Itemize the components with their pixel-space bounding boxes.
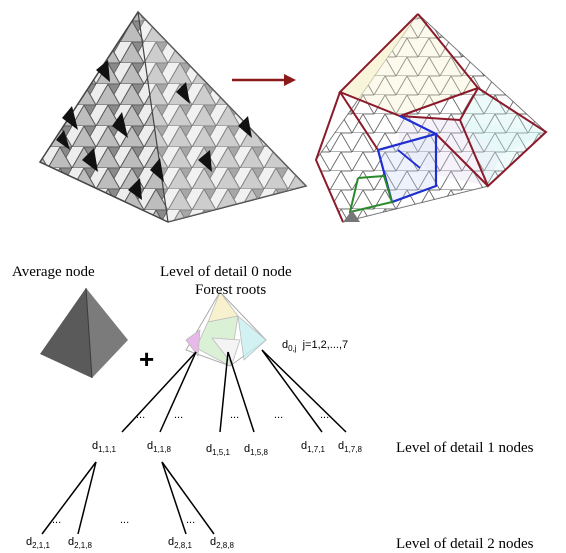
lod1-node-label: d1,1,8 [147,440,171,454]
lod1-node-label: d1,5,1 [206,443,230,457]
lod2-ellipsis-1: ... [52,514,61,526]
lod1-node-label: d1,1,1 [92,440,116,454]
lod0-title-line2: Forest roots [195,282,266,298]
lod2-node-label: d2,1,1 [26,536,50,550]
lod1-ellipsis-1: ... [136,409,145,421]
lod1-ellipsis-5: ... [320,409,329,421]
detailed-tetrahedron [38,10,308,223]
lod2-node-label: d2,8,1 [168,536,192,550]
average-node-tetrahedron [40,287,128,379]
lod1-node-label: d1,7,8 [338,440,362,454]
lod1-ellipsis-2: ... [174,409,183,421]
average-node-label: Average node [12,264,95,280]
lod2-ellipsis-3: ... [186,514,195,526]
forest-roots-tetrahedron [185,291,267,367]
lod1-to-lod2-edges [41,461,215,535]
lod0-title-line1: Level of detail 0 node [160,264,292,280]
lod1-level-label: Level of detail 1 nodes [396,440,534,456]
plus-sign: + [139,344,154,374]
transform-arrow [232,74,296,86]
lod2-node-label: d2,1,8 [68,536,92,550]
lod1-ellipsis-3: ... [230,409,239,421]
lod0-to-lod1-edges [121,349,347,433]
lod1-node-label: d1,5,8 [244,443,268,457]
lod1-node-label: d1,7,1 [301,440,325,454]
lod2-ellipsis-2: ... [120,514,129,526]
partitioned-tetrahedron [314,13,548,223]
lod2-node-label: d2,8,8 [210,536,234,550]
lod1-ellipsis-4: ... [274,409,283,421]
d0-label: d0,j j=1,2,...,7 [282,339,348,353]
lod2-level-label: Level of detail 2 nodes [396,536,534,552]
